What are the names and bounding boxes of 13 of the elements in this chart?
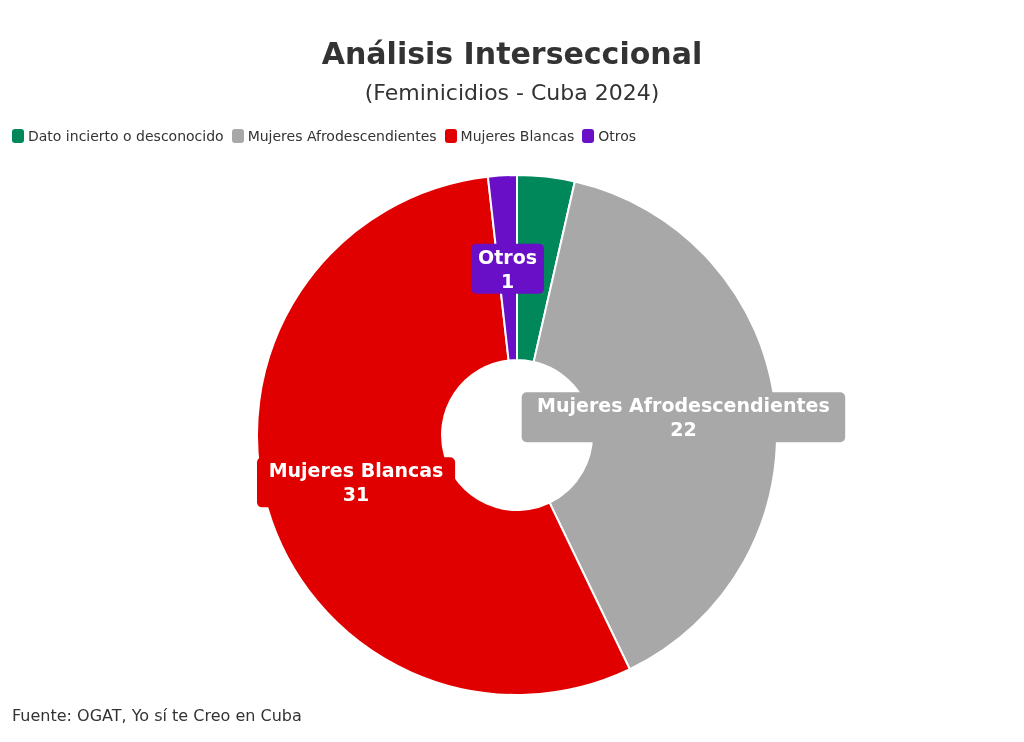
slice-label: Otros — [478, 245, 538, 268]
chart-subtitle: (Feminicidios - Cuba 2024) — [363, 80, 661, 105]
data-label: 1 — [500, 269, 515, 292]
legend-label: Dato incierto o desconocido — [28, 128, 224, 144]
slice-label: Mujeres Afrodescendientes — [537, 394, 830, 417]
legend-label: Mujeres Blancas — [460, 128, 575, 144]
source-note: Fuente: OGAT, Yo sí te Creo en Cuba — [12, 706, 302, 725]
data-label: 31 — [342, 483, 370, 506]
legend-label: Otros — [598, 128, 637, 144]
data-label: 22 — [670, 418, 697, 441]
slice-label: Mujeres Blancas — [268, 459, 444, 482]
chart-title: Análisis Interseccional — [320, 36, 704, 71]
legend-label: Mujeres Afrodescendientes — [247, 128, 437, 144]
